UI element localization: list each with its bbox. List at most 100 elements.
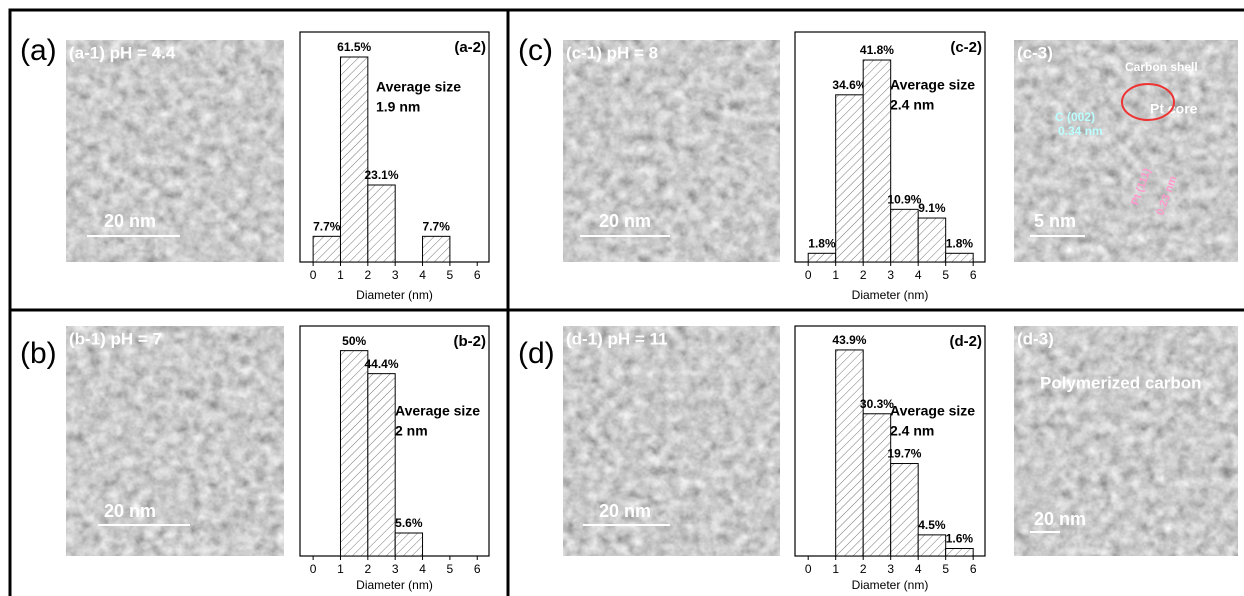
panel-title: (b-2)	[454, 333, 487, 350]
value-label: 9.1%	[918, 201, 946, 215]
bar	[863, 414, 890, 556]
x-tick-label: 4	[915, 562, 922, 576]
image-title: (c-1) pH = 8	[566, 43, 658, 62]
panel-label: (a)	[20, 34, 57, 67]
bar	[808, 253, 835, 262]
value-label: 61.5%	[337, 40, 371, 54]
x-tick-label: 5	[447, 562, 454, 576]
bar	[836, 95, 863, 262]
x-tick-label: 1	[832, 562, 839, 576]
bar	[946, 548, 973, 556]
image-title: (d-1) pH = 11	[566, 329, 668, 348]
value-label: 50%	[342, 334, 366, 348]
tem-image	[66, 40, 284, 262]
image-annotation: 0.34 nm	[1058, 124, 1103, 138]
scale-label: 5 nm	[1034, 211, 1076, 231]
bar	[368, 185, 395, 262]
annotation: 1.9 nm	[376, 99, 420, 115]
x-tick-label: 3	[392, 268, 399, 282]
figure: (a) (b) (c) (d) (a-1) pH = 4.4 20 nm (b-1)…	[0, 0, 1244, 596]
bar	[946, 253, 973, 262]
value-label: 4.5%	[918, 518, 946, 532]
x-tick-label: 2	[860, 562, 867, 576]
scale-label: 20 nm	[599, 211, 651, 231]
x-tick-label: 5	[942, 268, 949, 282]
annotation: Average size	[376, 79, 461, 95]
bar	[313, 236, 340, 262]
x-tick-label: 2	[364, 268, 371, 282]
bar	[340, 351, 367, 556]
x-axis-label: Diameter (nm)	[356, 288, 433, 302]
bar	[340, 57, 367, 262]
bar	[918, 535, 945, 556]
panel-title: (c-2)	[950, 39, 982, 56]
x-tick-label: 5	[447, 268, 454, 282]
x-tick-label: 1	[832, 268, 839, 282]
value-label: 41.8%	[860, 43, 894, 57]
scale-label: 20 nm	[104, 501, 156, 521]
x-tick-label: 6	[474, 562, 481, 576]
bar	[395, 533, 422, 556]
bar	[891, 464, 918, 556]
tem-image	[563, 40, 780, 262]
bar	[863, 60, 890, 262]
x-tick-label: 3	[887, 562, 894, 576]
value-label: 7.7%	[423, 220, 451, 234]
x-tick-label: 6	[474, 268, 481, 282]
image-annotation: Polymerized carbon	[1040, 373, 1202, 392]
x-axis-label: Diameter (nm)	[356, 578, 433, 592]
x-tick-label: 4	[915, 268, 922, 282]
image-title: (b-1) pH = 7	[69, 329, 162, 348]
scale-label: 20 nm	[1034, 509, 1086, 529]
x-tick-label: 5	[942, 562, 949, 576]
scale-label: 20 nm	[104, 211, 156, 231]
x-axis-label: Diameter (nm)	[852, 288, 929, 302]
tem-image	[563, 326, 780, 556]
x-tick-label: 1	[337, 562, 344, 576]
bar	[368, 374, 395, 556]
x-tick-label: 6	[970, 562, 977, 576]
x-tick-label: 1	[337, 268, 344, 282]
x-tick-label: 2	[860, 268, 867, 282]
value-label: 1.8%	[808, 236, 836, 250]
x-tick-label: 4	[419, 562, 426, 576]
annotation: Average size	[890, 77, 975, 93]
annotation: 2 nm	[395, 423, 428, 439]
tem-image	[66, 326, 284, 556]
x-tick-label: 0	[805, 268, 812, 282]
bar	[836, 350, 863, 556]
panel-label: (d)	[518, 337, 555, 370]
panel-label: (b)	[20, 337, 57, 370]
bar	[918, 218, 945, 262]
annotation: 2.4 nm	[890, 423, 934, 439]
panel-title: (d-2)	[950, 333, 983, 350]
panel-title: (a-2)	[454, 39, 486, 56]
x-tick-label: 3	[887, 268, 894, 282]
bar	[891, 209, 918, 262]
value-label: 19.7%	[887, 447, 921, 461]
image-annotation: Carbon shell	[1125, 60, 1198, 74]
annotation: Average size	[890, 403, 975, 419]
annotation: Average size	[395, 403, 480, 419]
scale-label: 20 nm	[599, 501, 651, 521]
panel-label: (c)	[518, 34, 553, 67]
value-label: 1.6%	[946, 532, 974, 546]
value-label: 44.4%	[364, 357, 398, 371]
bar	[423, 236, 450, 262]
x-tick-label: 3	[392, 562, 399, 576]
x-tick-label: 0	[805, 562, 812, 576]
image-title: (d-3)	[1017, 329, 1054, 348]
annotation: 2.4 nm	[890, 97, 934, 113]
x-axis-label: Diameter (nm)	[852, 578, 929, 592]
value-label: 43.9%	[832, 333, 866, 347]
value-label: 1.8%	[946, 236, 974, 250]
value-label: 5.6%	[395, 516, 423, 530]
value-label: 7.7%	[313, 220, 341, 234]
image-title: (a-1) pH = 4.4	[69, 43, 176, 62]
x-tick-label: 4	[419, 268, 426, 282]
value-label: 34.6%	[832, 78, 866, 92]
image-title: (c-3)	[1017, 43, 1053, 62]
x-tick-label: 2	[364, 562, 371, 576]
x-tick-label: 6	[970, 268, 977, 282]
value-label: 23.1%	[364, 168, 398, 182]
